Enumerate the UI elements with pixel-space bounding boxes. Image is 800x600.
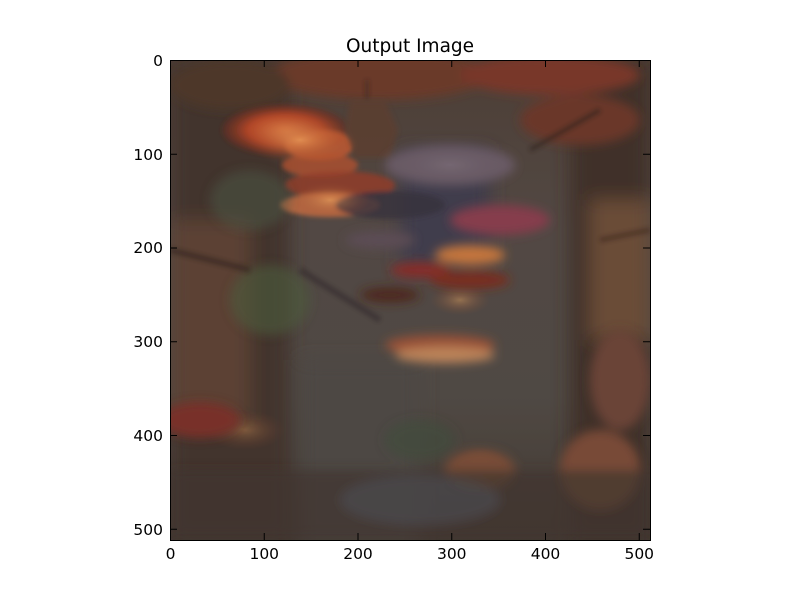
y-tick-label: 500 bbox=[133, 521, 163, 539]
y-axis bbox=[170, 60, 650, 530]
y-tick-label: 0 bbox=[153, 52, 163, 70]
x-tick-label: 400 bbox=[531, 545, 561, 563]
output-image bbox=[170, 60, 650, 540]
axes-frame bbox=[170, 60, 651, 541]
x-tick-label: 100 bbox=[249, 545, 279, 563]
x-tick-label: 300 bbox=[437, 545, 467, 563]
y-tick-label: 100 bbox=[133, 146, 163, 164]
figure-title: Output Image bbox=[346, 36, 474, 57]
x-tick-label: 200 bbox=[343, 545, 373, 563]
x-tick-label: 500 bbox=[624, 545, 654, 563]
y-tick-label: 200 bbox=[133, 239, 163, 257]
y-tick-label: 300 bbox=[133, 333, 163, 351]
y-tick-label: 400 bbox=[133, 427, 163, 445]
x-tick-label: 0 bbox=[166, 545, 176, 563]
x-axis bbox=[170, 60, 640, 540]
